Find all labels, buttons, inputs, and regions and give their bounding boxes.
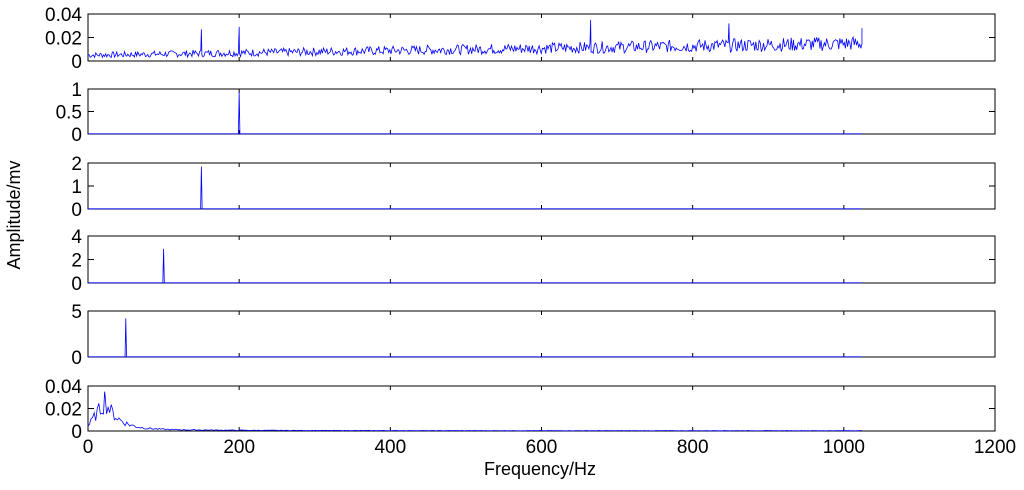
y-tick-label: 4 <box>71 227 82 248</box>
y-tick-label: 0.5 <box>56 103 82 124</box>
y-tick-label: 0 <box>71 422 82 443</box>
series-line <box>88 318 862 358</box>
x-tick-label: 0 <box>83 437 94 458</box>
panel-4: 02 4 <box>71 227 996 295</box>
y-tick-label: 0 <box>71 125 82 146</box>
plot-frame <box>87 235 996 284</box>
y-tick-label: 1 <box>71 177 82 198</box>
series-line <box>88 92 862 135</box>
y-tick-label: 0.02 <box>45 29 82 50</box>
panel-6: 00.020.04 <box>45 377 996 443</box>
plot-frame <box>87 88 996 135</box>
plot-frame <box>87 310 996 358</box>
y-axis-label: Amplitude/mv <box>4 160 24 269</box>
x-tick-label: 200 <box>223 437 255 458</box>
x-axis-label: Frequency/Hz <box>484 459 596 479</box>
y-tick-label: 0.02 <box>45 400 82 421</box>
y-tick-label: 0 <box>71 200 82 221</box>
plot-frame <box>87 385 996 432</box>
panel-2: 00.51 <box>56 80 996 146</box>
y-tick-label: 0 <box>71 52 82 73</box>
plot-frame <box>87 162 996 210</box>
y-tick-label: 0 <box>71 274 82 295</box>
series-line <box>87 19 863 59</box>
panel-5: 05 <box>71 302 996 369</box>
series-line <box>88 166 862 210</box>
y-tick-label: 5 <box>71 302 82 323</box>
y-tick-label: 0.04 <box>45 377 82 398</box>
y-tick-label: 2 <box>71 154 82 175</box>
x-tick-label: 1200 <box>974 437 1016 458</box>
series-line <box>87 391 862 432</box>
x-tick-label: 1000 <box>823 437 865 458</box>
x-tick-label: 800 <box>677 437 709 458</box>
y-tick-label: 0.04 <box>45 5 82 26</box>
panel-3: 012 <box>71 154 996 221</box>
x-axis: 0 200 400 600 800 1000 1200 <box>83 437 1016 458</box>
y-tick-label: 1 <box>71 80 82 101</box>
x-tick-label: 600 <box>526 437 558 458</box>
y-tick-label: 2 <box>71 251 82 272</box>
x-tick-label: 400 <box>374 437 406 458</box>
y-tick-label: 0 <box>71 348 82 369</box>
panel-1: 00.02 0.04 <box>45 5 996 73</box>
series-line <box>88 248 862 284</box>
